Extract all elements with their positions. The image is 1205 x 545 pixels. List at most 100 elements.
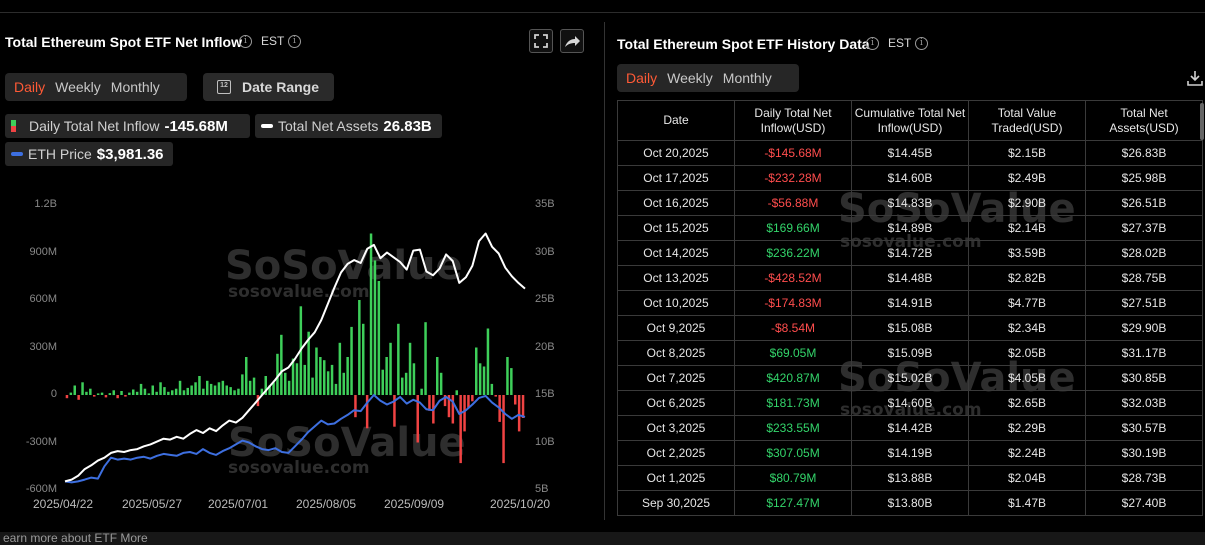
table-row[interactable]: Oct 3,2025 $233.55M $14.42B $2.29B $30.57B (617, 415, 1203, 441)
inflow-bar[interactable] (252, 377, 256, 395)
legend-net-assets[interactable]: Total Net Assets 26.83B (255, 114, 442, 138)
inflow-bar[interactable] (463, 395, 466, 432)
table-row[interactable]: Oct 13,2025 -$428.52M $14.48B $2.82B $28.75B (617, 265, 1203, 291)
inflow-bar[interactable] (65, 395, 69, 399)
inflow-bar[interactable] (287, 380, 291, 396)
info-icon[interactable]: i (239, 35, 252, 48)
inflow-bar[interactable] (475, 347, 478, 396)
download-icon[interactable] (1186, 69, 1204, 87)
inflow-bar[interactable] (502, 395, 505, 464)
fullscreen-icon[interactable] (529, 29, 553, 53)
inflow-bar[interactable] (381, 369, 384, 395)
inflow-bar[interactable] (225, 385, 228, 396)
inflow-bar[interactable] (81, 382, 84, 395)
inflow-bar[interactable] (471, 395, 474, 402)
footer-link[interactable]: earn more about ETF More (3, 531, 148, 545)
inflow-bar[interactable] (198, 376, 201, 395)
history-tab-weekly[interactable]: Weekly (667, 70, 713, 86)
inflow-bar[interactable] (401, 377, 404, 395)
inflow-bar[interactable] (132, 389, 135, 396)
inflow-bar[interactable] (174, 388, 178, 395)
table-row[interactable]: Oct 17,2025 -$232.28M $14.60B $2.49B $25.98B (617, 165, 1203, 191)
table-scrollbar[interactable] (1200, 103, 1204, 140)
inflow-bar[interactable] (521, 395, 525, 418)
inflow-bar[interactable] (389, 342, 392, 396)
inflow-bar[interactable] (93, 395, 96, 397)
inflow-bar[interactable] (108, 393, 112, 395)
inflow-bar[interactable] (104, 395, 108, 398)
inflow-bar[interactable] (494, 395, 497, 397)
inflow-bar[interactable] (182, 390, 186, 396)
inflow-bar[interactable] (248, 380, 252, 396)
inflow-bar[interactable] (209, 383, 213, 395)
tab-monthly[interactable]: Monthly (110, 79, 160, 95)
inflow-bar[interactable] (486, 328, 490, 396)
inflow-bar[interactable] (221, 380, 225, 396)
inflow-bar[interactable] (514, 395, 517, 405)
inflow-bar[interactable] (233, 390, 236, 396)
share-icon[interactable] (560, 29, 584, 53)
inflow-bar[interactable] (346, 357, 349, 395)
inflow-bar[interactable] (369, 233, 373, 396)
inflow-bar[interactable] (365, 395, 369, 429)
inflow-bar[interactable] (330, 364, 334, 395)
table-row[interactable]: Oct 9,2025 -$8.54M $15.08B $2.34B $29.90B (617, 315, 1203, 341)
inflow-bar[interactable] (291, 358, 295, 395)
inflow-bar[interactable] (256, 395, 260, 407)
inflow-bar[interactable] (311, 377, 314, 395)
inflow-bar[interactable] (377, 281, 381, 395)
tab-weekly[interactable]: Weekly (55, 79, 101, 95)
inflow-bar[interactable] (424, 322, 427, 395)
inflow-bar[interactable] (96, 393, 100, 395)
history-timezone-info-icon[interactable]: i (915, 37, 928, 50)
table-row[interactable]: Oct 8,2025 $69.05M $15.09B $2.05B $31.17B (617, 340, 1203, 366)
inflow-bar[interactable] (241, 374, 244, 395)
tab-daily[interactable]: Daily (14, 79, 46, 95)
table-row[interactable]: Oct 6,2025 $181.73M $14.60B $2.65B $32.03B (617, 390, 1203, 416)
legend-inflow[interactable]: Daily Total Net Inflow -145.68M (5, 114, 250, 138)
inflow-bar[interactable] (202, 388, 205, 395)
inflow-bar[interactable] (159, 382, 162, 395)
inflow-bar[interactable] (100, 392, 104, 395)
table-row[interactable]: Oct 14,2025 $236.22M $14.72B $3.59B $28.02B (617, 240, 1203, 266)
inflow-bar[interactable] (77, 395, 80, 400)
inflow-bar[interactable] (217, 382, 221, 395)
inflow-bar[interactable] (412, 363, 416, 395)
inflow-bar[interactable] (229, 387, 232, 395)
inflow-bar[interactable] (190, 385, 193, 396)
table-row[interactable]: Oct 1,2025 $80.79M $13.88B $2.04B $28.73B (617, 465, 1203, 491)
inflow-bar[interactable] (354, 395, 357, 418)
inflow-bar[interactable] (120, 391, 123, 395)
table-row[interactable]: Oct 10,2025 -$174.83M $14.91B $4.77B $27.51B (617, 290, 1203, 316)
inflow-bar[interactable] (163, 387, 166, 395)
inflow-bar[interactable] (482, 366, 486, 396)
inflow-bar[interactable] (272, 382, 275, 395)
inflow-bar[interactable] (436, 357, 439, 395)
inflow-bar[interactable] (428, 395, 431, 411)
inflow-bar[interactable] (342, 372, 345, 395)
inflow-bar[interactable] (323, 360, 326, 395)
inflow-bar[interactable] (128, 392, 131, 395)
inflow-bar[interactable] (498, 395, 501, 422)
inflow-bar[interactable] (167, 391, 170, 395)
inflow-bar[interactable] (350, 326, 353, 395)
inflow-bar[interactable] (517, 395, 521, 432)
inflow-bar[interactable] (206, 380, 209, 396)
history-tab-monthly[interactable]: Monthly (722, 70, 772, 86)
table-row[interactable]: Oct 2,2025 $307.05M $14.19B $2.24B $30.19B (617, 440, 1203, 466)
inflow-bar[interactable] (432, 395, 435, 424)
inflow-bar[interactable] (89, 388, 92, 395)
inflow-bar[interactable] (404, 372, 408, 395)
inflow-bar[interactable] (307, 331, 310, 395)
eth-price-line[interactable] (64, 394, 526, 484)
inflow-bar[interactable] (151, 385, 154, 396)
inflow-bar[interactable] (264, 376, 267, 395)
inflow-bar[interactable] (237, 388, 240, 395)
inflow-bar[interactable] (420, 388, 423, 395)
inflow-bar[interactable] (358, 300, 361, 395)
history-tab-daily[interactable]: Daily (626, 70, 658, 86)
inflow-bar[interactable] (295, 363, 299, 395)
inflow-bar[interactable] (186, 387, 189, 395)
inflow-bar[interactable] (393, 395, 396, 427)
inflow-bar[interactable] (478, 363, 482, 395)
